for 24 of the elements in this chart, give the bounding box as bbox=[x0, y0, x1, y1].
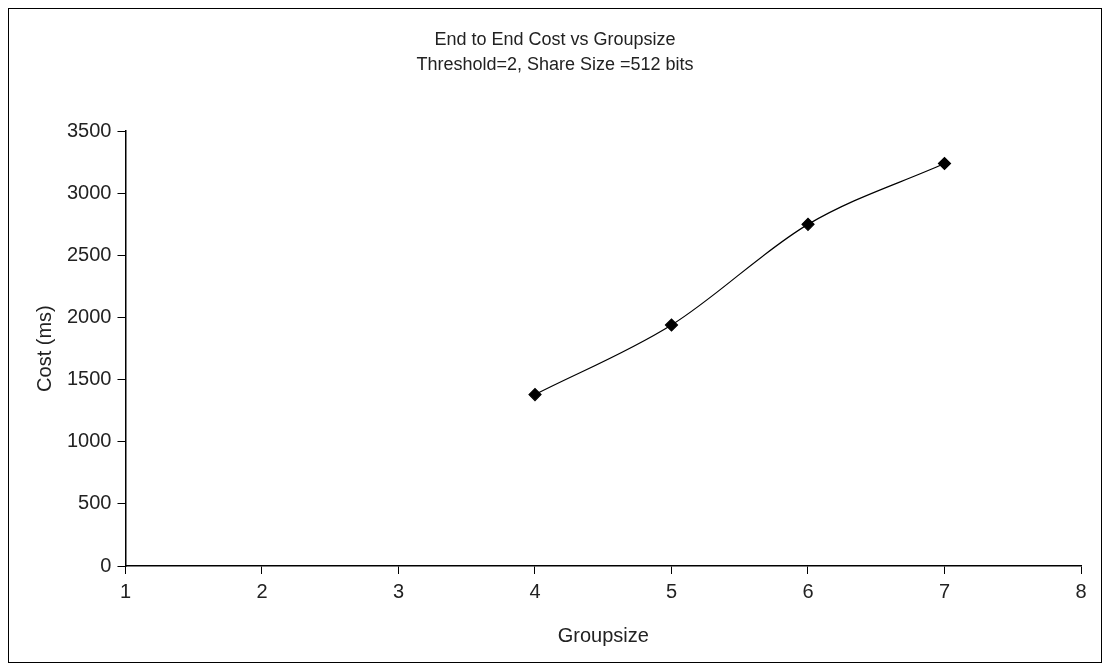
x-axis-title: Groupsize bbox=[557, 623, 649, 646]
y-axis-title: Cost (ms) bbox=[32, 305, 55, 392]
point bbox=[664, 318, 679, 332]
chart-subtitle: Threshold=2, Share Size =512 bits bbox=[416, 54, 694, 75]
y-tick-label: 3000 bbox=[66, 180, 112, 203]
x-tick-label: 6 bbox=[802, 579, 814, 602]
x-tick-label: 5 bbox=[665, 579, 678, 602]
x-tick-label: 3 bbox=[392, 579, 405, 602]
y-tick-label: 1500 bbox=[66, 367, 112, 390]
x-tick-label: 7 bbox=[938, 579, 951, 602]
y-tick-label: 2000 bbox=[66, 305, 112, 328]
x-tick-label: 8 bbox=[1075, 579, 1087, 602]
point bbox=[528, 387, 542, 402]
chart-title: End to End Cost vs Groupsize bbox=[434, 28, 676, 49]
y-tick-label: 2500 bbox=[66, 242, 112, 265]
x-tick-label: 4 bbox=[529, 579, 541, 602]
y-tick-label: 3500 bbox=[66, 118, 112, 141]
y-tick-label: 500 bbox=[78, 491, 112, 514]
y-tick-label: 1000 bbox=[66, 429, 112, 452]
point bbox=[801, 217, 815, 231]
x-tick-label: 1 bbox=[119, 579, 132, 602]
x-tick-label: 2 bbox=[256, 579, 268, 602]
y-tick-label: 0 bbox=[100, 553, 112, 576]
point bbox=[937, 156, 952, 171]
